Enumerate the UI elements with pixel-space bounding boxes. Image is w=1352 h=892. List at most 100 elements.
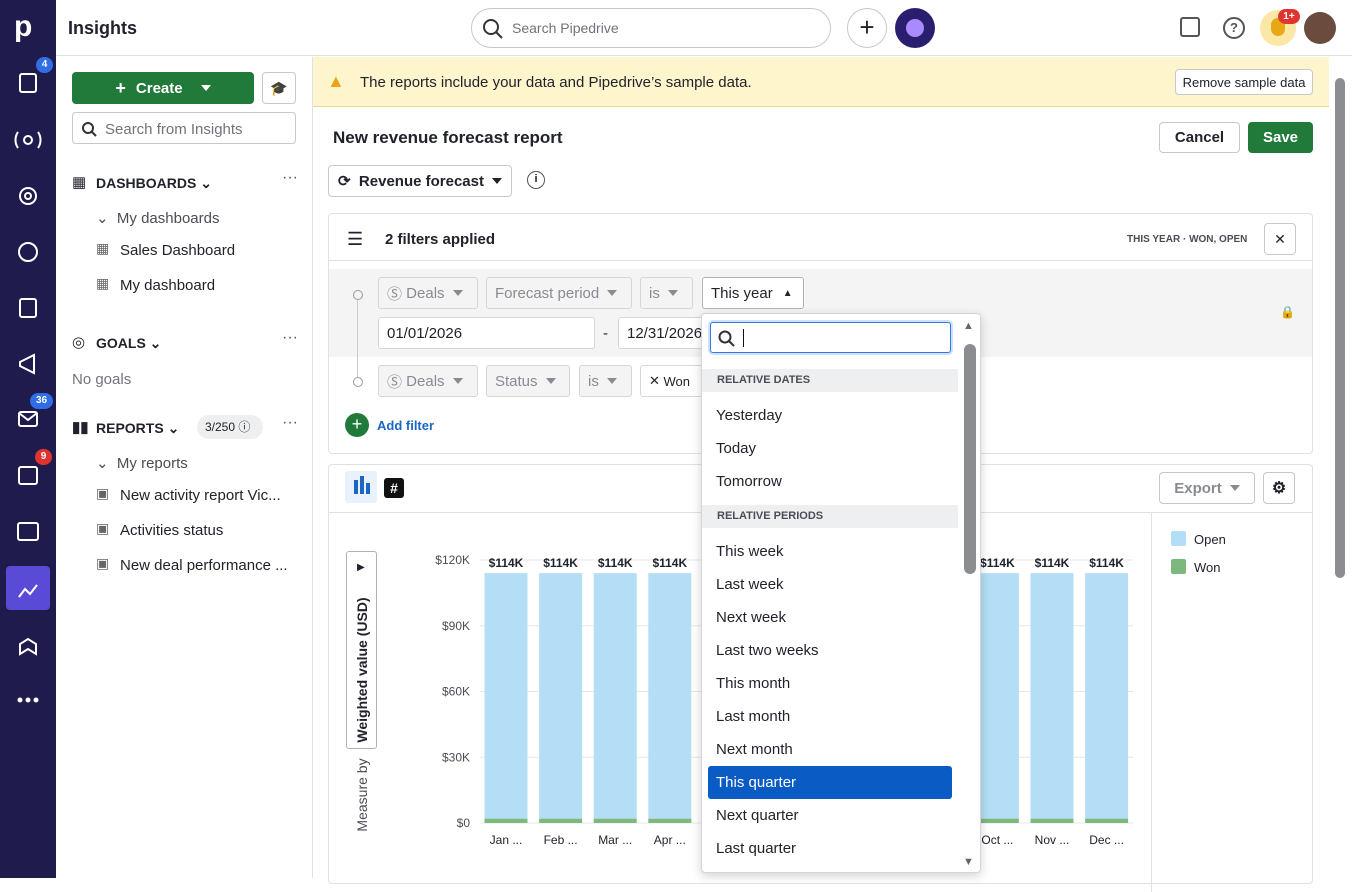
- search-icon: [718, 330, 735, 347]
- nav-icons: [6, 73, 50, 703]
- report-type-select[interactable]: ⟳ Revenue forecast: [328, 165, 512, 197]
- filter-entity[interactable]: Ⓢ Deals: [378, 365, 478, 397]
- help-icon[interactable]: ?: [1223, 17, 1245, 39]
- sidebar-item[interactable]: New deal performance ...: [120, 557, 288, 574]
- badge: 1+: [1278, 9, 1300, 24]
- empty-text: No goals: [72, 371, 132, 388]
- chip-text: Status: [495, 372, 538, 390]
- main-nav: p 4 36 9: [0, 0, 56, 878]
- date-from[interactable]: 01/01/2026: [378, 317, 595, 349]
- row-dot: [353, 377, 363, 387]
- avatar[interactable]: [1304, 12, 1336, 44]
- insights-search[interactable]: Search from Insights: [72, 112, 296, 144]
- filter-value[interactable]: This year ▲: [702, 277, 804, 309]
- search-box[interactable]: Search Pipedrive: [471, 8, 831, 48]
- section-heading[interactable]: GOALS ⌄: [96, 335, 162, 351]
- option[interactable]: Next week: [716, 609, 787, 626]
- item-icon: ▣: [96, 520, 110, 536]
- filter-operator[interactable]: is: [579, 365, 632, 397]
- search-icon: [82, 122, 97, 137]
- option[interactable]: Last week: [716, 576, 784, 593]
- sidebar-item[interactable]: Activities status: [120, 522, 224, 539]
- filter-entity[interactable]: Ⓢ Deals: [378, 277, 478, 309]
- export-button[interactable]: Export: [1159, 472, 1255, 504]
- option[interactable]: This week: [716, 543, 784, 560]
- marketplace-icon[interactable]: [1180, 17, 1200, 37]
- filter-value[interactable]: ✕ Won: [640, 365, 710, 397]
- cancel-button[interactable]: Cancel: [1159, 122, 1240, 153]
- option-selected[interactable]: This quarter: [708, 766, 952, 799]
- save-button[interactable]: Save: [1248, 122, 1313, 153]
- bar-view-toggle[interactable]: [345, 471, 377, 503]
- info-icon[interactable]: i: [527, 171, 545, 189]
- option[interactable]: Next quarter: [716, 807, 799, 824]
- more-menu[interactable]: ···: [282, 169, 298, 186]
- add-filter[interactable]: Add filter: [377, 418, 435, 433]
- option[interactable]: Yesterday: [716, 407, 783, 424]
- sidebar-item[interactable]: My dashboard: [120, 277, 216, 294]
- bar-segment: [648, 573, 692, 819]
- legend-label: Won: [1194, 560, 1221, 575]
- option[interactable]: Tomorrow: [716, 473, 782, 490]
- group-label[interactable]: ⌄ My reports: [96, 455, 188, 472]
- create-button[interactable]: + Create: [72, 72, 254, 104]
- chip-text: Deals: [406, 372, 445, 390]
- search-placeholder: Search from Insights: [105, 121, 243, 138]
- filter-operator[interactable]: is: [640, 277, 693, 309]
- settings-button[interactable]: ⚙: [1263, 472, 1295, 504]
- y-tick-label: $90K: [442, 619, 470, 633]
- chip-text: Deals: [406, 284, 445, 302]
- add-button[interactable]: +: [847, 8, 887, 48]
- section-heading[interactable]: DASHBOARDS ⌄: [96, 175, 212, 191]
- heading-text: REPORTS: [96, 420, 164, 436]
- option[interactable]: Last two weeks: [716, 642, 819, 659]
- ai-button[interactable]: [895, 8, 935, 48]
- chip-text: Forecast period: [495, 284, 600, 302]
- chip-text: Won: [663, 373, 691, 389]
- badge: 4: [36, 57, 53, 73]
- filter-field[interactable]: Forecast period: [486, 277, 632, 309]
- count-text: 3/250: [205, 420, 236, 434]
- section-heading[interactable]: REPORTS ⌄: [96, 420, 180, 436]
- learn-button[interactable]: 🎓: [262, 72, 296, 104]
- search-placeholder: Search Pipedrive: [512, 20, 619, 36]
- filter-icon[interactable]: ☰: [347, 229, 364, 249]
- group-text: My reports: [116, 455, 188, 472]
- group-label[interactable]: ⌄ My dashboards: [96, 210, 220, 227]
- item-icon: ▣: [96, 555, 110, 571]
- legend-label: Open: [1194, 532, 1226, 547]
- filter-field[interactable]: Status: [486, 365, 570, 397]
- badge: 36: [30, 393, 53, 409]
- y-axis-selector[interactable]: ▶ Weighted value (USD): [346, 551, 377, 749]
- summary-tags: THIS YEAR · WON, OPEN: [1127, 234, 1248, 245]
- x-tick-label: Feb ...: [544, 833, 578, 847]
- bar-segment: [648, 818, 692, 823]
- report-title: New revenue forecast report: [333, 128, 563, 147]
- page-title: Insights: [68, 18, 138, 38]
- bar-label: $114K: [1089, 556, 1124, 570]
- heading-text: GOALS: [96, 335, 146, 351]
- more-menu[interactable]: ···: [282, 414, 298, 431]
- create-label: Create: [135, 79, 183, 97]
- table-view-toggle[interactable]: #: [384, 478, 404, 498]
- remove-sample-button[interactable]: Remove sample data: [1175, 69, 1313, 95]
- bar-segment: [1085, 818, 1129, 823]
- bar-label: $114K: [652, 556, 687, 570]
- sidebar-item[interactable]: New activity report Vic...: [120, 487, 281, 504]
- bar-label: $114K: [1035, 556, 1070, 570]
- more-menu[interactable]: ···: [282, 329, 298, 346]
- export-label: Export: [1174, 479, 1222, 497]
- option[interactable]: Next month: [716, 741, 793, 758]
- dropdown-search[interactable]: [710, 322, 951, 353]
- collapse-button[interactable]: ✕: [1264, 223, 1296, 255]
- option[interactable]: Last quarter: [716, 840, 797, 857]
- legend-swatch: [1171, 531, 1186, 546]
- add-filter-icon[interactable]: +: [345, 413, 369, 437]
- option[interactable]: Last month: [716, 708, 791, 725]
- sidebar-item[interactable]: Sales Dashboard: [120, 242, 236, 259]
- x-tick-label: Dec ...: [1089, 833, 1124, 847]
- logo[interactable]: p: [14, 10, 33, 43]
- top-bar: Insights Search Pipedrive + ? 1+: [56, 0, 1352, 56]
- option[interactable]: This month: [716, 675, 791, 692]
- option[interactable]: Today: [716, 440, 757, 457]
